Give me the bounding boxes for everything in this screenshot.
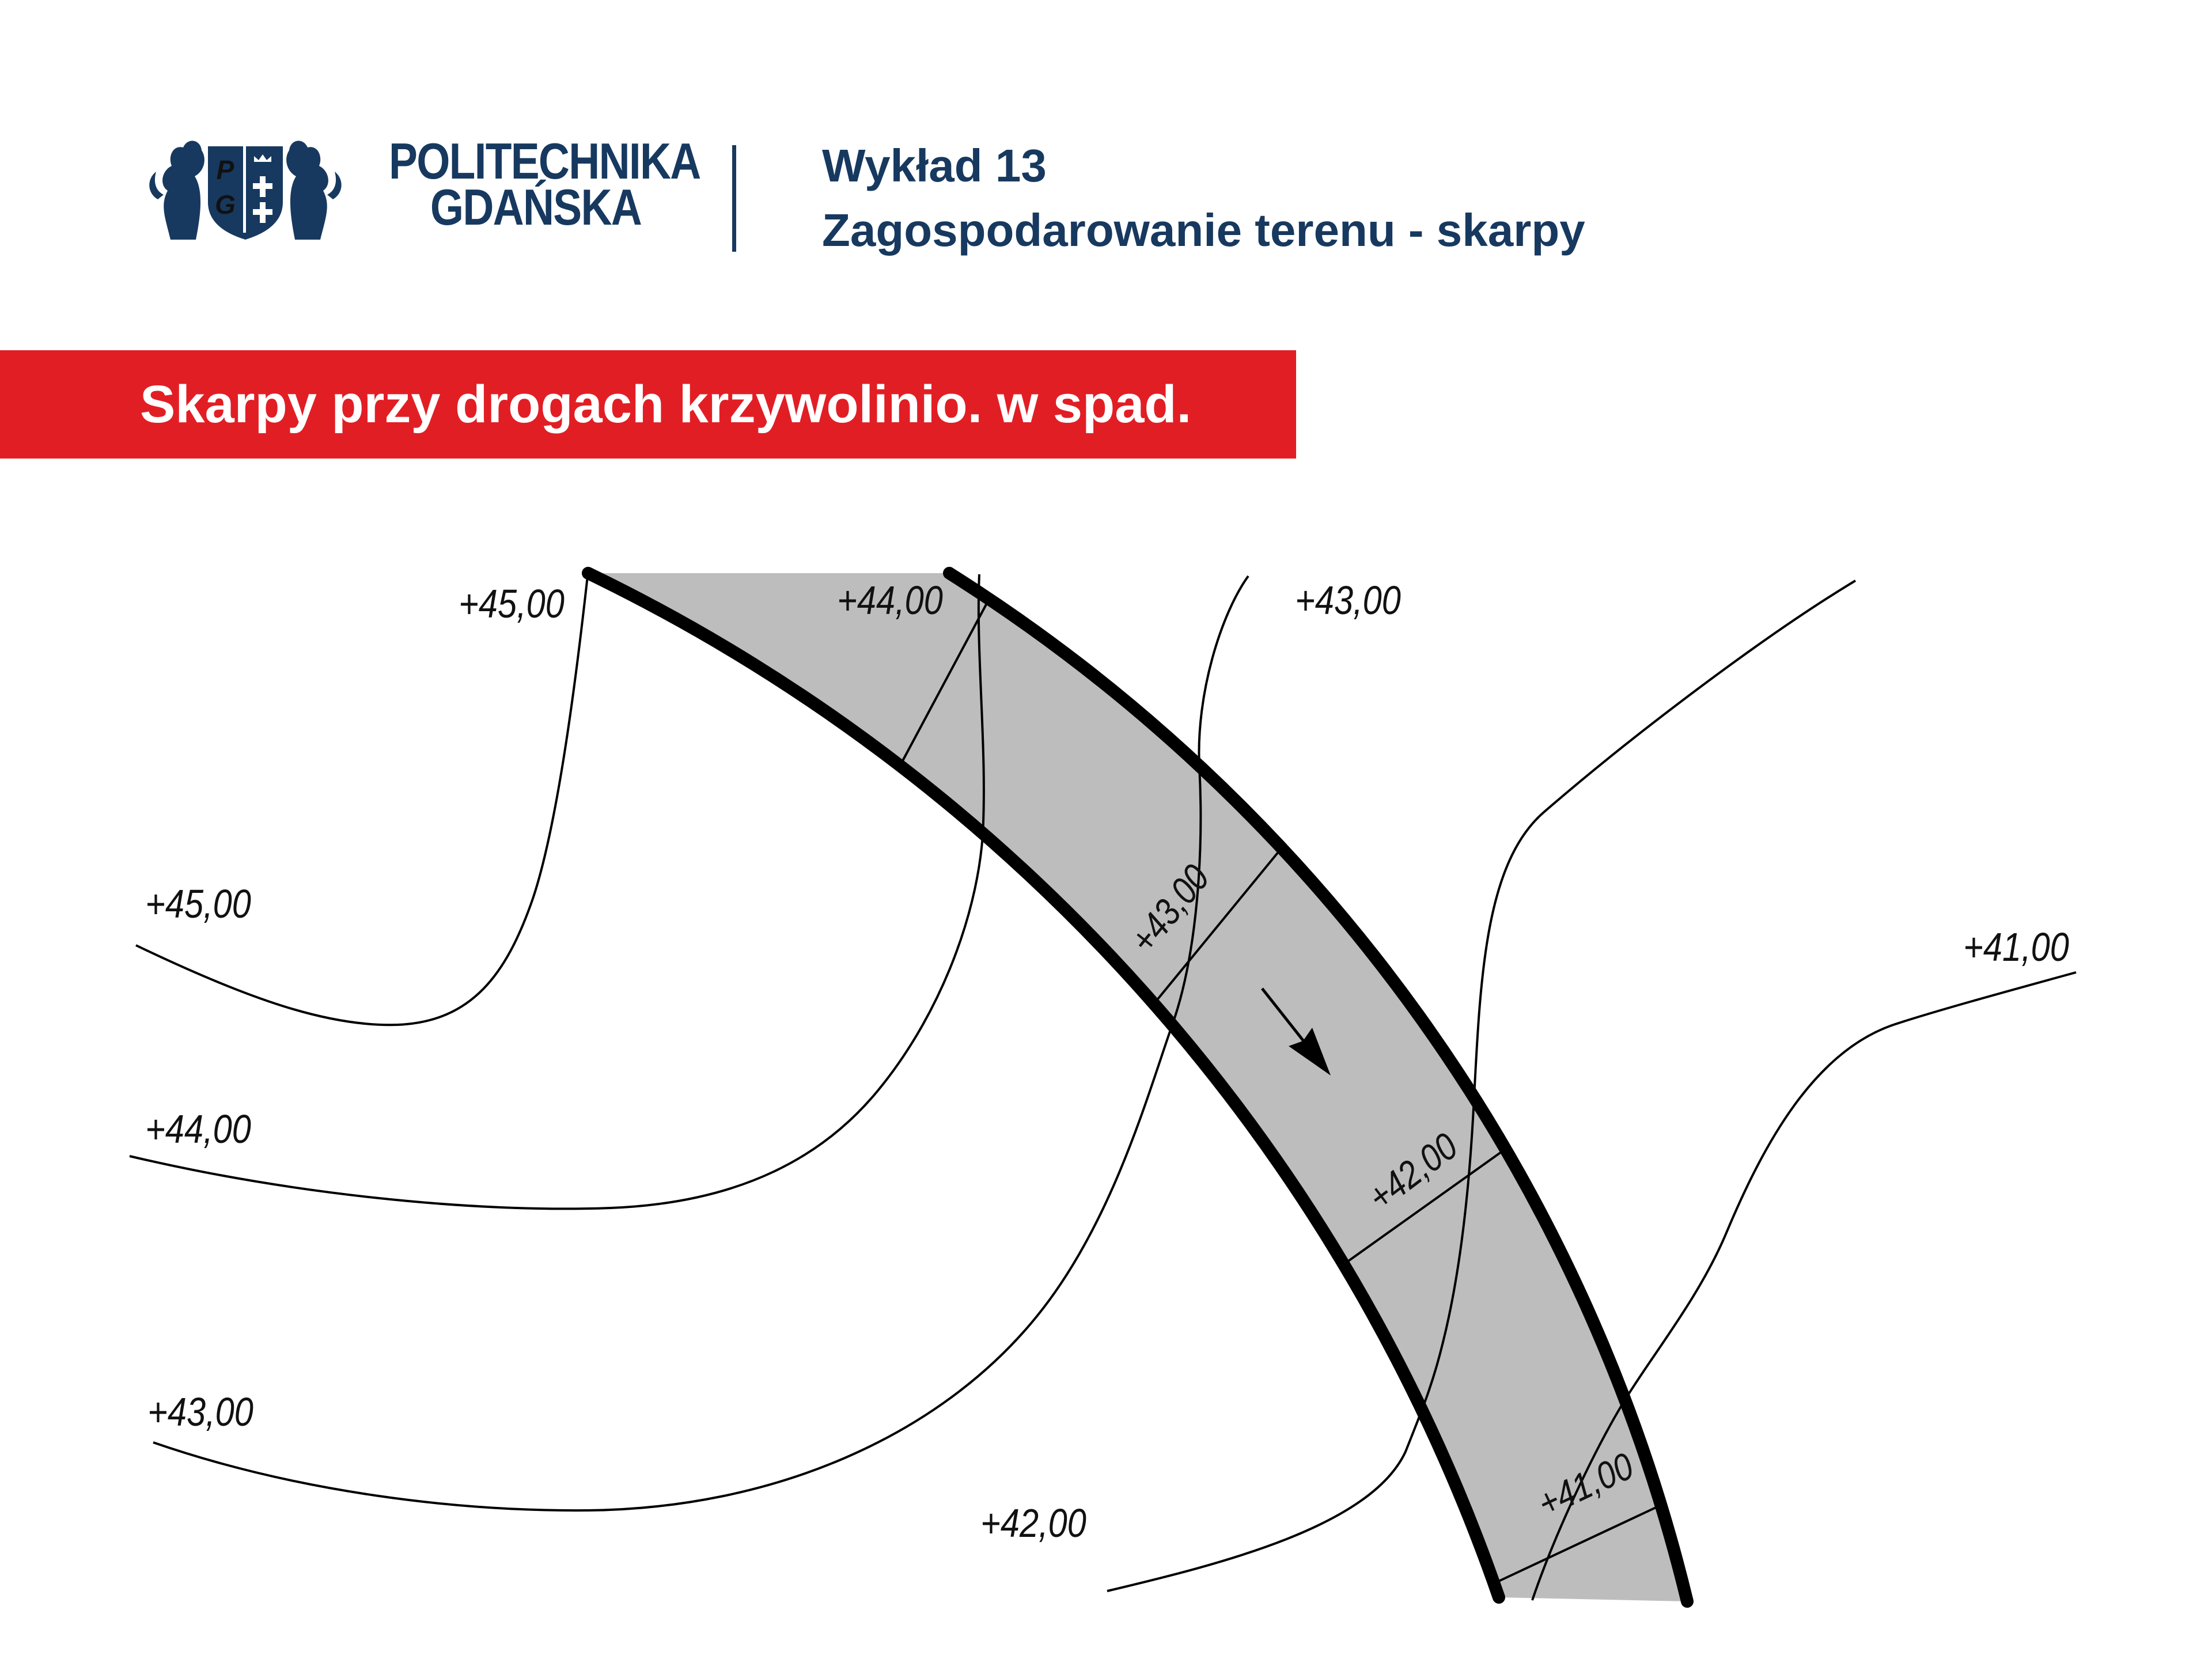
contour-label-43-top-right: +43,00 [1295, 577, 1401, 623]
road-contour-44 [899, 599, 990, 767]
road-right-edge [943, 567, 1694, 1608]
logo-monogram-p: P [217, 155, 234, 185]
lecture-header: Wykład 13 Zagospodarowanie terenu - skar… [822, 143, 1585, 253]
contour-label-41-right: +41,00 [1963, 924, 2069, 969]
road-contour-41 [1493, 1504, 1661, 1585]
contour-label-45-left: +45,00 [145, 881, 251, 926]
road-contour-43 [1152, 847, 1283, 1006]
contour-label-44-left: +44,00 [145, 1106, 251, 1152]
lion-right-icon [286, 141, 342, 240]
logo-monogram-g: G [215, 190, 236, 219]
pg-shield-icon: P G [208, 146, 283, 240]
flow-arrow-icon [1261, 987, 1331, 1075]
road-band [588, 573, 1687, 1601]
contour-label-43-bottom-left: +43,00 [147, 1389, 253, 1434]
road-contour-42 [1342, 1148, 1506, 1266]
pg-logo: P G [149, 141, 342, 240]
lion-left-icon [149, 141, 204, 240]
slide-title-banner: Skarpy przy drogach krzywolinio. w spad. [0, 350, 1296, 459]
brand-line1: POLITECHNIKA [389, 132, 701, 190]
lecture-title: Wykład 13 [822, 140, 1047, 191]
contour-label-45-top: +45,00 [459, 581, 565, 626]
brand-name: POLITECHNIKA GDAŃSKA [389, 132, 701, 236]
contour-label-44-top: +44,00 [837, 577, 943, 623]
terrain-contour-44 [129, 574, 985, 1210]
header-divider [732, 145, 736, 252]
terrain-contour-41 [1531, 971, 2077, 1601]
contour-label-42-bottom: +42,00 [980, 1500, 1086, 1546]
slide-title: Skarpy przy drogach krzywolinio. w spad. [140, 374, 1192, 434]
brand-line2: GDAŃSKA [430, 179, 642, 236]
lecture-subtitle: Zagospodarowanie terenu - skarpy [822, 204, 1585, 256]
road-left-edge [582, 567, 1505, 1604]
terrain-contour-45 [135, 575, 589, 1027]
